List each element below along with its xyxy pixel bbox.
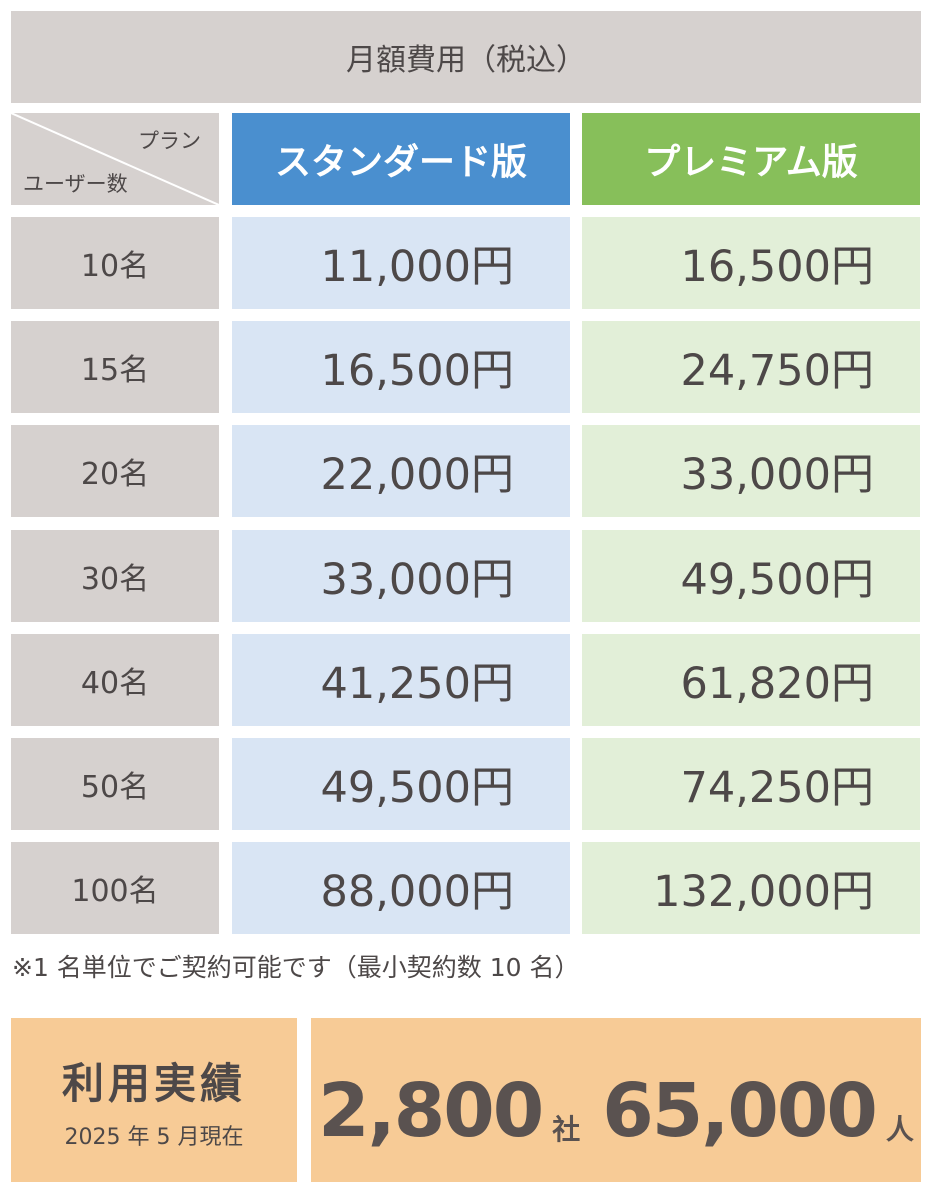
standard-price-cell: 88,000円 xyxy=(232,842,570,934)
premium-plan-header: プレミアム版 xyxy=(582,113,920,205)
users-unit: 人 xyxy=(885,1113,914,1146)
table-corner-header: プラン ユーザー数 xyxy=(11,113,219,205)
standard-plan-header: スタンダード版 xyxy=(232,113,570,205)
premium-price-cell: 49,500円 xyxy=(582,530,920,622)
achievements-label-box: 利用実績 2025 年 5 月現在 xyxy=(11,1018,297,1182)
plan-axis-label: プラン xyxy=(138,129,201,153)
premium-price-cell: 33,000円 xyxy=(582,425,920,517)
premium-price-cell: 24,750円 xyxy=(582,321,920,413)
user-count-cell: 50名 xyxy=(11,738,219,830)
premium-price-cell: 16,500円 xyxy=(582,217,920,309)
user-count-cell: 100名 xyxy=(11,842,219,934)
achievements-title: 利用実績 xyxy=(61,1058,246,1108)
premium-price-cell: 74,250円 xyxy=(582,738,920,830)
standard-price-cell: 16,500円 xyxy=(232,321,570,413)
user-count-cell: 20名 xyxy=(11,425,219,517)
users-count: 65,000 xyxy=(602,1068,878,1154)
premium-price-cell: 61,820円 xyxy=(582,634,920,726)
table-title: 月額費用（税込） xyxy=(11,11,921,103)
corner-diagonal-line xyxy=(11,113,219,205)
user-count-cell: 15名 xyxy=(11,321,219,413)
user-count-axis-label: ユーザー数 xyxy=(23,172,128,196)
user-count-cell: 10名 xyxy=(11,217,219,309)
standard-price-cell: 22,000円 xyxy=(232,425,570,517)
premium-price-cell: 132,000円 xyxy=(582,842,920,934)
achievements-stats-box: 2,800 社 65,000 人 xyxy=(311,1018,921,1182)
companies-unit: 社 xyxy=(552,1113,581,1146)
contract-note: ※1 名単位でご契約可能です（最小契約数 10 名） xyxy=(12,953,580,982)
user-count-cell: 30名 xyxy=(11,530,219,622)
standard-price-cell: 49,500円 xyxy=(232,738,570,830)
standard-price-cell: 11,000円 xyxy=(232,217,570,309)
achievements-date: 2025 年 5 月現在 xyxy=(64,1124,244,1150)
standard-price-cell: 33,000円 xyxy=(232,530,570,622)
standard-price-cell: 41,250円 xyxy=(232,634,570,726)
companies-count: 2,800 xyxy=(318,1068,544,1154)
user-count-cell: 40名 xyxy=(11,634,219,726)
